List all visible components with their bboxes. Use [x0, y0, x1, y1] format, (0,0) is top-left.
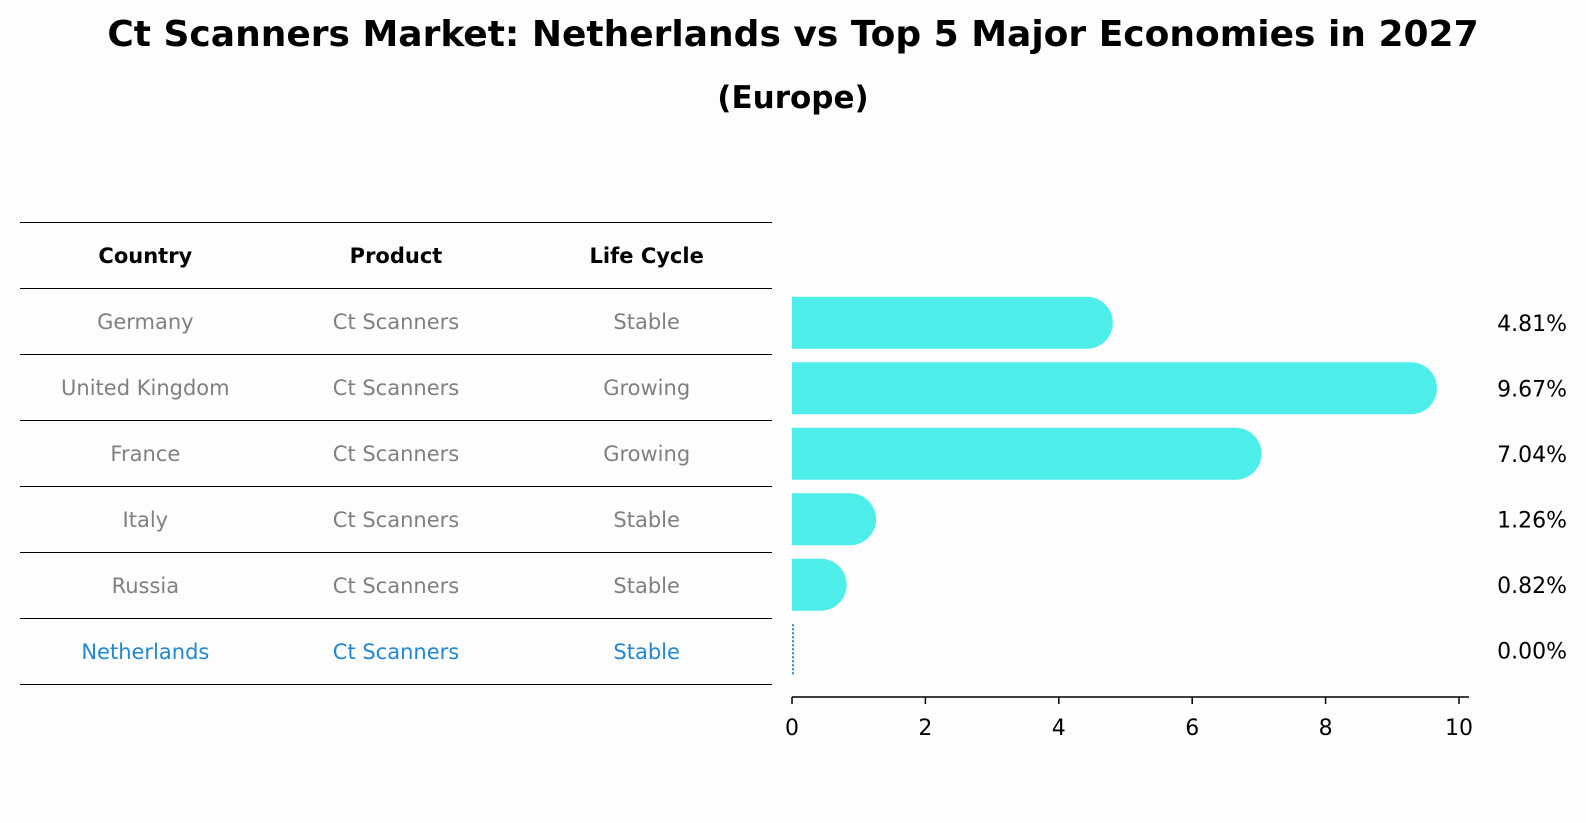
cell-life-cycle: Stable — [613, 309, 680, 334]
bar-value-label: 0.82% — [1497, 574, 1567, 599]
table-row: Italy Ct Scanners Stable — [20, 486, 772, 552]
bar-value-label: 1.26% — [1497, 508, 1567, 533]
cell-product: Ct Scanners — [332, 639, 460, 664]
x-tick-label: 2 — [918, 716, 932, 741]
header-country: Country — [98, 243, 193, 268]
cell-life-cycle: Stable — [613, 507, 680, 532]
table-header-row: Country Product Life Cycle — [20, 222, 772, 288]
cell-country: Russia — [111, 573, 180, 598]
chart-title: Ct Scanners Market: Netherlands vs Top 5… — [107, 14, 1479, 55]
table-row: Germany Ct Scanners Stable — [20, 288, 772, 354]
x-tick-label: 6 — [1185, 716, 1199, 741]
cell-life-cycle: Stable — [613, 639, 680, 664]
x-tick-label: 10 — [1445, 716, 1473, 741]
bar-value-label: 4.81% — [1497, 312, 1567, 337]
header-product: Product — [349, 243, 443, 268]
bar — [792, 362, 1437, 415]
cell-country: Italy — [122, 507, 169, 532]
cell-country: France — [110, 441, 181, 466]
bar — [792, 493, 877, 546]
bar — [792, 427, 1262, 480]
bar-value-label: 9.67% — [1497, 377, 1567, 402]
cell-product: Ct Scanners — [332, 309, 460, 334]
x-tick-label: 0 — [785, 716, 799, 741]
bar — [792, 558, 847, 611]
table-row: France Ct Scanners Growing — [20, 420, 772, 486]
cell-country: United Kingdom — [61, 375, 230, 400]
bar-value-label: 0.00% — [1497, 639, 1567, 664]
cell-product: Ct Scanners — [332, 507, 460, 532]
bar — [792, 296, 1113, 349]
cell-life-cycle: Stable — [613, 573, 680, 598]
cell-country: Germany — [97, 309, 194, 334]
table-row-highlighted: Netherlands Ct Scanners Stable — [20, 618, 772, 685]
table-row: United Kingdom Ct Scanners Growing — [20, 354, 772, 420]
header-life-cycle: Life Cycle — [589, 243, 704, 268]
cell-life-cycle: Growing — [603, 441, 691, 466]
cell-product: Ct Scanners — [332, 441, 460, 466]
cell-product: Ct Scanners — [332, 573, 460, 598]
data-table: Country Product Life Cycle Germany Ct Sc… — [20, 222, 772, 685]
cell-life-cycle: Growing — [603, 375, 691, 400]
table-row: Russia Ct Scanners Stable — [20, 552, 772, 618]
cell-product: Ct Scanners — [332, 375, 460, 400]
x-tick-label: 4 — [1052, 716, 1066, 741]
x-tick-label: 8 — [1319, 716, 1333, 741]
cell-country: Netherlands — [81, 639, 210, 664]
bar-value-label: 7.04% — [1497, 443, 1567, 468]
chart-subtitle: (Europe) — [717, 80, 869, 116]
